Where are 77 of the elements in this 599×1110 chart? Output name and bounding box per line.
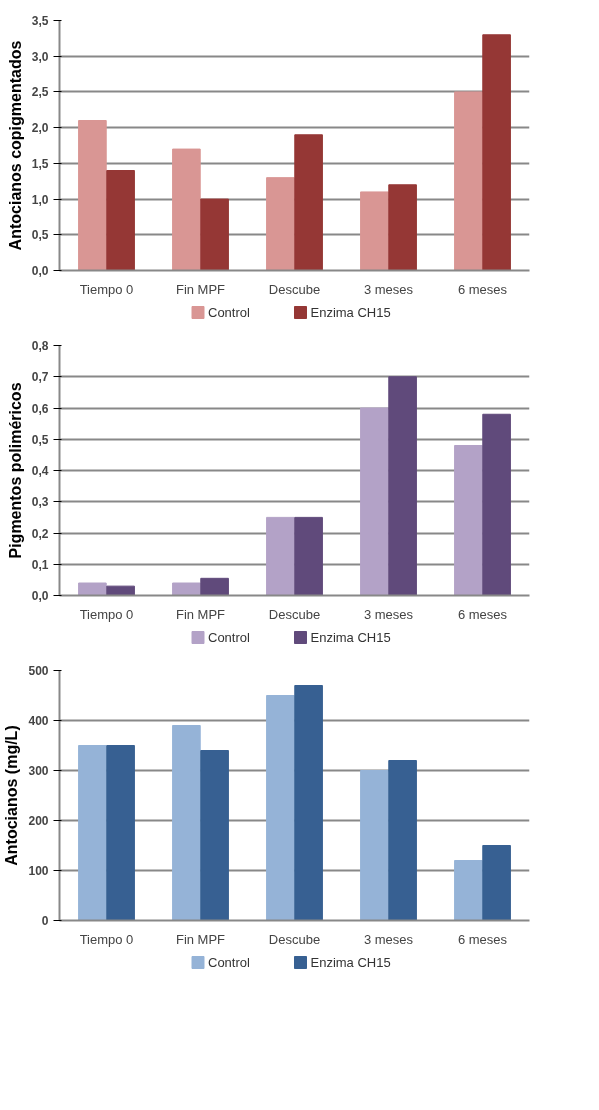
y-tick-label: 0,5 bbox=[31, 228, 49, 243]
bar bbox=[172, 582, 201, 596]
x-tick-label: Descube bbox=[268, 931, 321, 947]
y-axis-title: Pigmentos poliméricos bbox=[6, 382, 24, 559]
bar bbox=[266, 177, 295, 271]
y-tick-label: 2,0 bbox=[31, 121, 49, 136]
x-tick-label: 3 meses bbox=[363, 606, 414, 622]
bar bbox=[106, 585, 135, 596]
y-tick-label: 0,4 bbox=[31, 464, 49, 478]
bar bbox=[78, 582, 107, 596]
y-tick-label: 300 bbox=[28, 764, 49, 778]
bar bbox=[172, 725, 201, 921]
bar bbox=[360, 191, 389, 271]
bar bbox=[78, 745, 107, 921]
bar bbox=[78, 120, 107, 271]
y-tick-label: 0,6 bbox=[31, 401, 49, 416]
x-tick-label: Fin MPF bbox=[175, 606, 226, 622]
bar bbox=[454, 445, 483, 596]
x-tick-label: 6 meses bbox=[457, 931, 508, 947]
y-tick-label: 1,0 bbox=[31, 192, 49, 207]
legend-label: Enzima CH15 bbox=[310, 630, 391, 645]
y-axis-title: Antocianos copigmentados bbox=[6, 40, 24, 251]
x-tick-label: Descube bbox=[268, 281, 321, 297]
bar bbox=[482, 34, 511, 271]
y-tick-label: 500 bbox=[28, 664, 49, 678]
y-tick-label: 0,7 bbox=[31, 370, 49, 385]
bar bbox=[454, 91, 483, 271]
bar bbox=[482, 845, 511, 921]
bar bbox=[106, 745, 135, 921]
legend-label: Enzima CH15 bbox=[310, 955, 391, 970]
bar bbox=[266, 695, 295, 921]
y-tick-label: 1,5 bbox=[31, 156, 49, 171]
y-tick-label: 0,3 bbox=[31, 495, 49, 510]
bar bbox=[294, 516, 323, 596]
bar bbox=[294, 685, 323, 921]
y-tick-label: 100 bbox=[28, 864, 49, 878]
legend-label: Control bbox=[208, 305, 251, 320]
bar bbox=[200, 577, 229, 596]
bar bbox=[200, 198, 229, 271]
x-tick-label: Fin MPF bbox=[175, 281, 226, 297]
y-axis-title: Antocianos (mg/L) bbox=[3, 725, 21, 866]
bar bbox=[388, 376, 417, 596]
y-tick-label: 3,5 bbox=[31, 14, 49, 28]
y-tick-label: 0,2 bbox=[31, 526, 49, 541]
x-tick-label: Fin MPF bbox=[175, 931, 226, 947]
bar bbox=[294, 134, 323, 271]
bar bbox=[388, 184, 417, 271]
bar bbox=[200, 750, 229, 921]
bar bbox=[360, 770, 389, 921]
legend-label: Control bbox=[208, 630, 251, 645]
y-tick-label: 0,8 bbox=[31, 339, 49, 353]
x-tick-label: 6 meses bbox=[457, 606, 508, 622]
bar bbox=[106, 170, 135, 271]
x-tick-label: Tiempo 0 bbox=[79, 606, 134, 622]
bar bbox=[266, 516, 295, 596]
y-tick-label: 2,5 bbox=[31, 85, 49, 100]
bar bbox=[482, 413, 511, 596]
y-tick-label: 3,0 bbox=[31, 49, 49, 64]
x-tick-label: 3 meses bbox=[363, 281, 414, 297]
y-tick-label: 400 bbox=[28, 714, 49, 728]
x-tick-label: Descube bbox=[268, 606, 321, 622]
y-tick-label: 0,1 bbox=[31, 557, 49, 572]
legend-label: Control bbox=[208, 955, 251, 970]
y-tick-label: 0 bbox=[41, 914, 49, 928]
x-tick-label: 6 meses bbox=[457, 281, 508, 297]
legend-label: Enzima CH15 bbox=[310, 305, 391, 320]
bar bbox=[454, 860, 483, 921]
x-tick-label: Tiempo 0 bbox=[79, 281, 134, 297]
x-tick-label: 3 meses bbox=[363, 931, 414, 947]
y-tick-label: 0,0 bbox=[31, 589, 49, 603]
bar bbox=[388, 760, 417, 921]
y-tick-label: 0,5 bbox=[31, 432, 49, 447]
bar bbox=[360, 407, 389, 596]
y-tick-label: 0,0 bbox=[31, 264, 49, 278]
bar bbox=[172, 148, 201, 271]
x-tick-label: Tiempo 0 bbox=[79, 931, 134, 947]
y-tick-label: 200 bbox=[28, 814, 49, 828]
